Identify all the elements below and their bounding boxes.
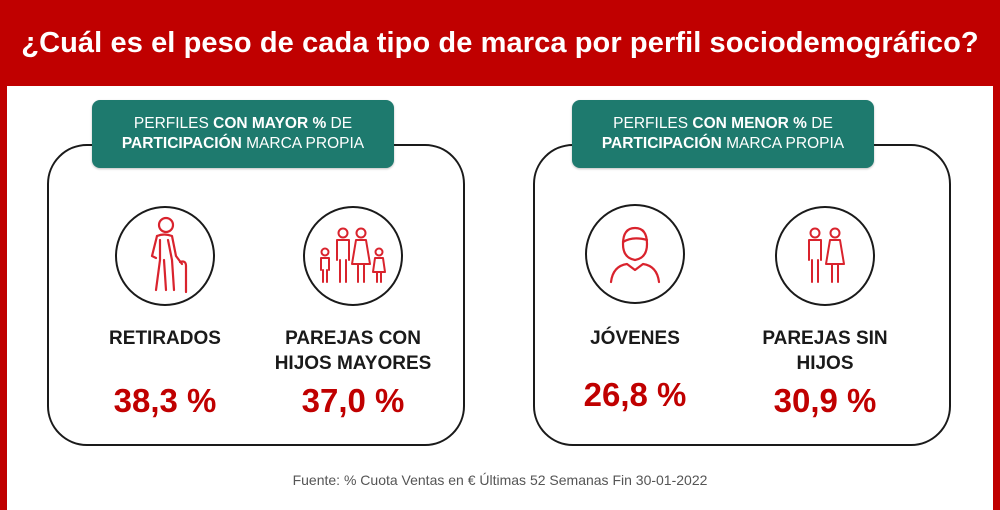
card-least-participation: [533, 144, 951, 446]
couple-icon: [775, 206, 875, 306]
source-note: Fuente: % Cuota Ventas en € Últimas 52 S…: [292, 472, 708, 488]
profile-label-parejas-sin-hijos: PAREJAS SIN HIJOS: [762, 328, 888, 374]
tag-line-1: PERFILES CON MENOR % DE: [613, 115, 833, 132]
tag-line-1: PERFILES CON MAYOR % DE: [133, 115, 353, 132]
tag-line-2: PARTICIPACIÓN MARCA PROPIA: [121, 135, 365, 152]
page-title: ¿Cuál es el peso de cada tipo de marca p…: [21, 26, 979, 59]
header: ¿Cuál es el peso de cada tipo de marca p…: [0, 0, 1000, 86]
tag-least-participation: PERFILES CON MENOR % DE PARTICIPACIÓN MA…: [572, 100, 874, 168]
family-icon: [303, 206, 403, 306]
young-person-icon: [585, 204, 685, 304]
profile-value-retirados: 38,3 %: [113, 382, 217, 419]
profile-label-jovenes: JÓVENES: [590, 328, 680, 349]
profile-label-parejas-con-hijos: PAREJAS CON HIJOS MAYORES: [274, 328, 432, 374]
elderly-person-icon: [115, 206, 215, 306]
profile-value-jovenes: 26,8 %: [583, 376, 687, 413]
tag-most-participation: PERFILES CON MAYOR % DE PARTICIPACIÓN MA…: [92, 100, 394, 168]
card-most-participation: [47, 144, 465, 446]
content-panel: PERFILES CON MAYOR % DE PARTICIPACIÓN MA…: [7, 86, 993, 510]
tag-line-2: PARTICIPACIÓN MARCA PROPIA: [601, 135, 845, 152]
profile-value-parejas-con-hijos: 37,0 %: [301, 382, 405, 419]
profile-label-retirados: RETIRADOS: [109, 328, 221, 349]
profile-value-parejas-sin-hijos: 30,9 %: [773, 382, 877, 419]
